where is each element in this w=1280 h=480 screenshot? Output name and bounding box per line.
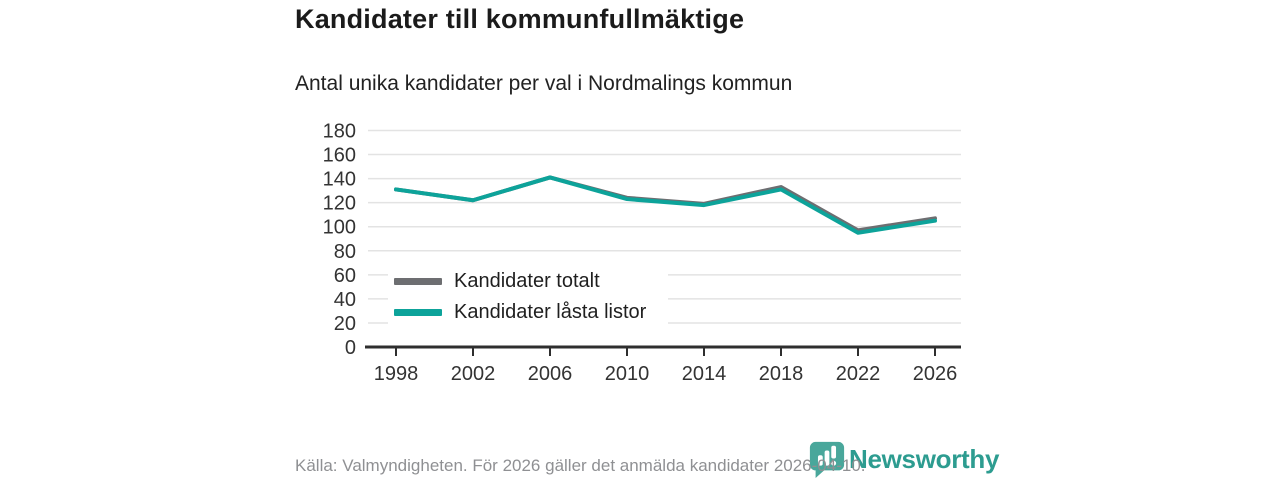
legend-item-lasta-listor: Kandidater låsta listor bbox=[394, 301, 668, 324]
svg-text:180: 180 bbox=[323, 121, 356, 143]
svg-text:2026: 2026 bbox=[913, 363, 958, 385]
legend-label-lasta-listor: Kandidater låsta listor bbox=[454, 301, 647, 323]
legend-swatch-lasta-listor bbox=[394, 309, 442, 316]
svg-text:40: 40 bbox=[334, 289, 356, 311]
svg-text:2010: 2010 bbox=[605, 363, 650, 385]
svg-text:0: 0 bbox=[345, 337, 356, 359]
svg-text:60: 60 bbox=[334, 265, 356, 287]
svg-text:1998: 1998 bbox=[374, 363, 419, 385]
svg-text:120: 120 bbox=[323, 193, 356, 215]
chart-subtitle: Antal unika kandidater per val i Nordmal… bbox=[295, 72, 793, 95]
legend-item-totalt: Kandidater totalt bbox=[394, 270, 668, 293]
newsworthy-wordmark: Newsworthy bbox=[849, 443, 1000, 474]
svg-text:140: 140 bbox=[323, 169, 356, 191]
legend-label-totalt: Kandidater totalt bbox=[454, 270, 600, 292]
svg-text:2006: 2006 bbox=[528, 363, 573, 385]
legend-swatch-totalt bbox=[394, 278, 442, 285]
newsworthy-logo: Newsworthy bbox=[808, 440, 999, 478]
svg-text:160: 160 bbox=[323, 145, 356, 167]
source-note: Källa: Valmyndigheten. För 2026 gäller d… bbox=[295, 456, 866, 475]
svg-text:100: 100 bbox=[323, 217, 356, 239]
svg-text:2018: 2018 bbox=[759, 363, 804, 385]
svg-text:2022: 2022 bbox=[836, 363, 881, 385]
svg-text:2014: 2014 bbox=[682, 363, 727, 385]
newsworthy-logo-icon bbox=[809, 441, 845, 478]
chart-legend: Kandidater totalt Kandidater låsta listo… bbox=[388, 265, 668, 329]
svg-text:20: 20 bbox=[334, 313, 356, 335]
svg-text:2002: 2002 bbox=[451, 363, 496, 385]
page-title: Kandidater till kommunfullmäktige bbox=[295, 4, 745, 34]
svg-text:80: 80 bbox=[334, 241, 356, 263]
